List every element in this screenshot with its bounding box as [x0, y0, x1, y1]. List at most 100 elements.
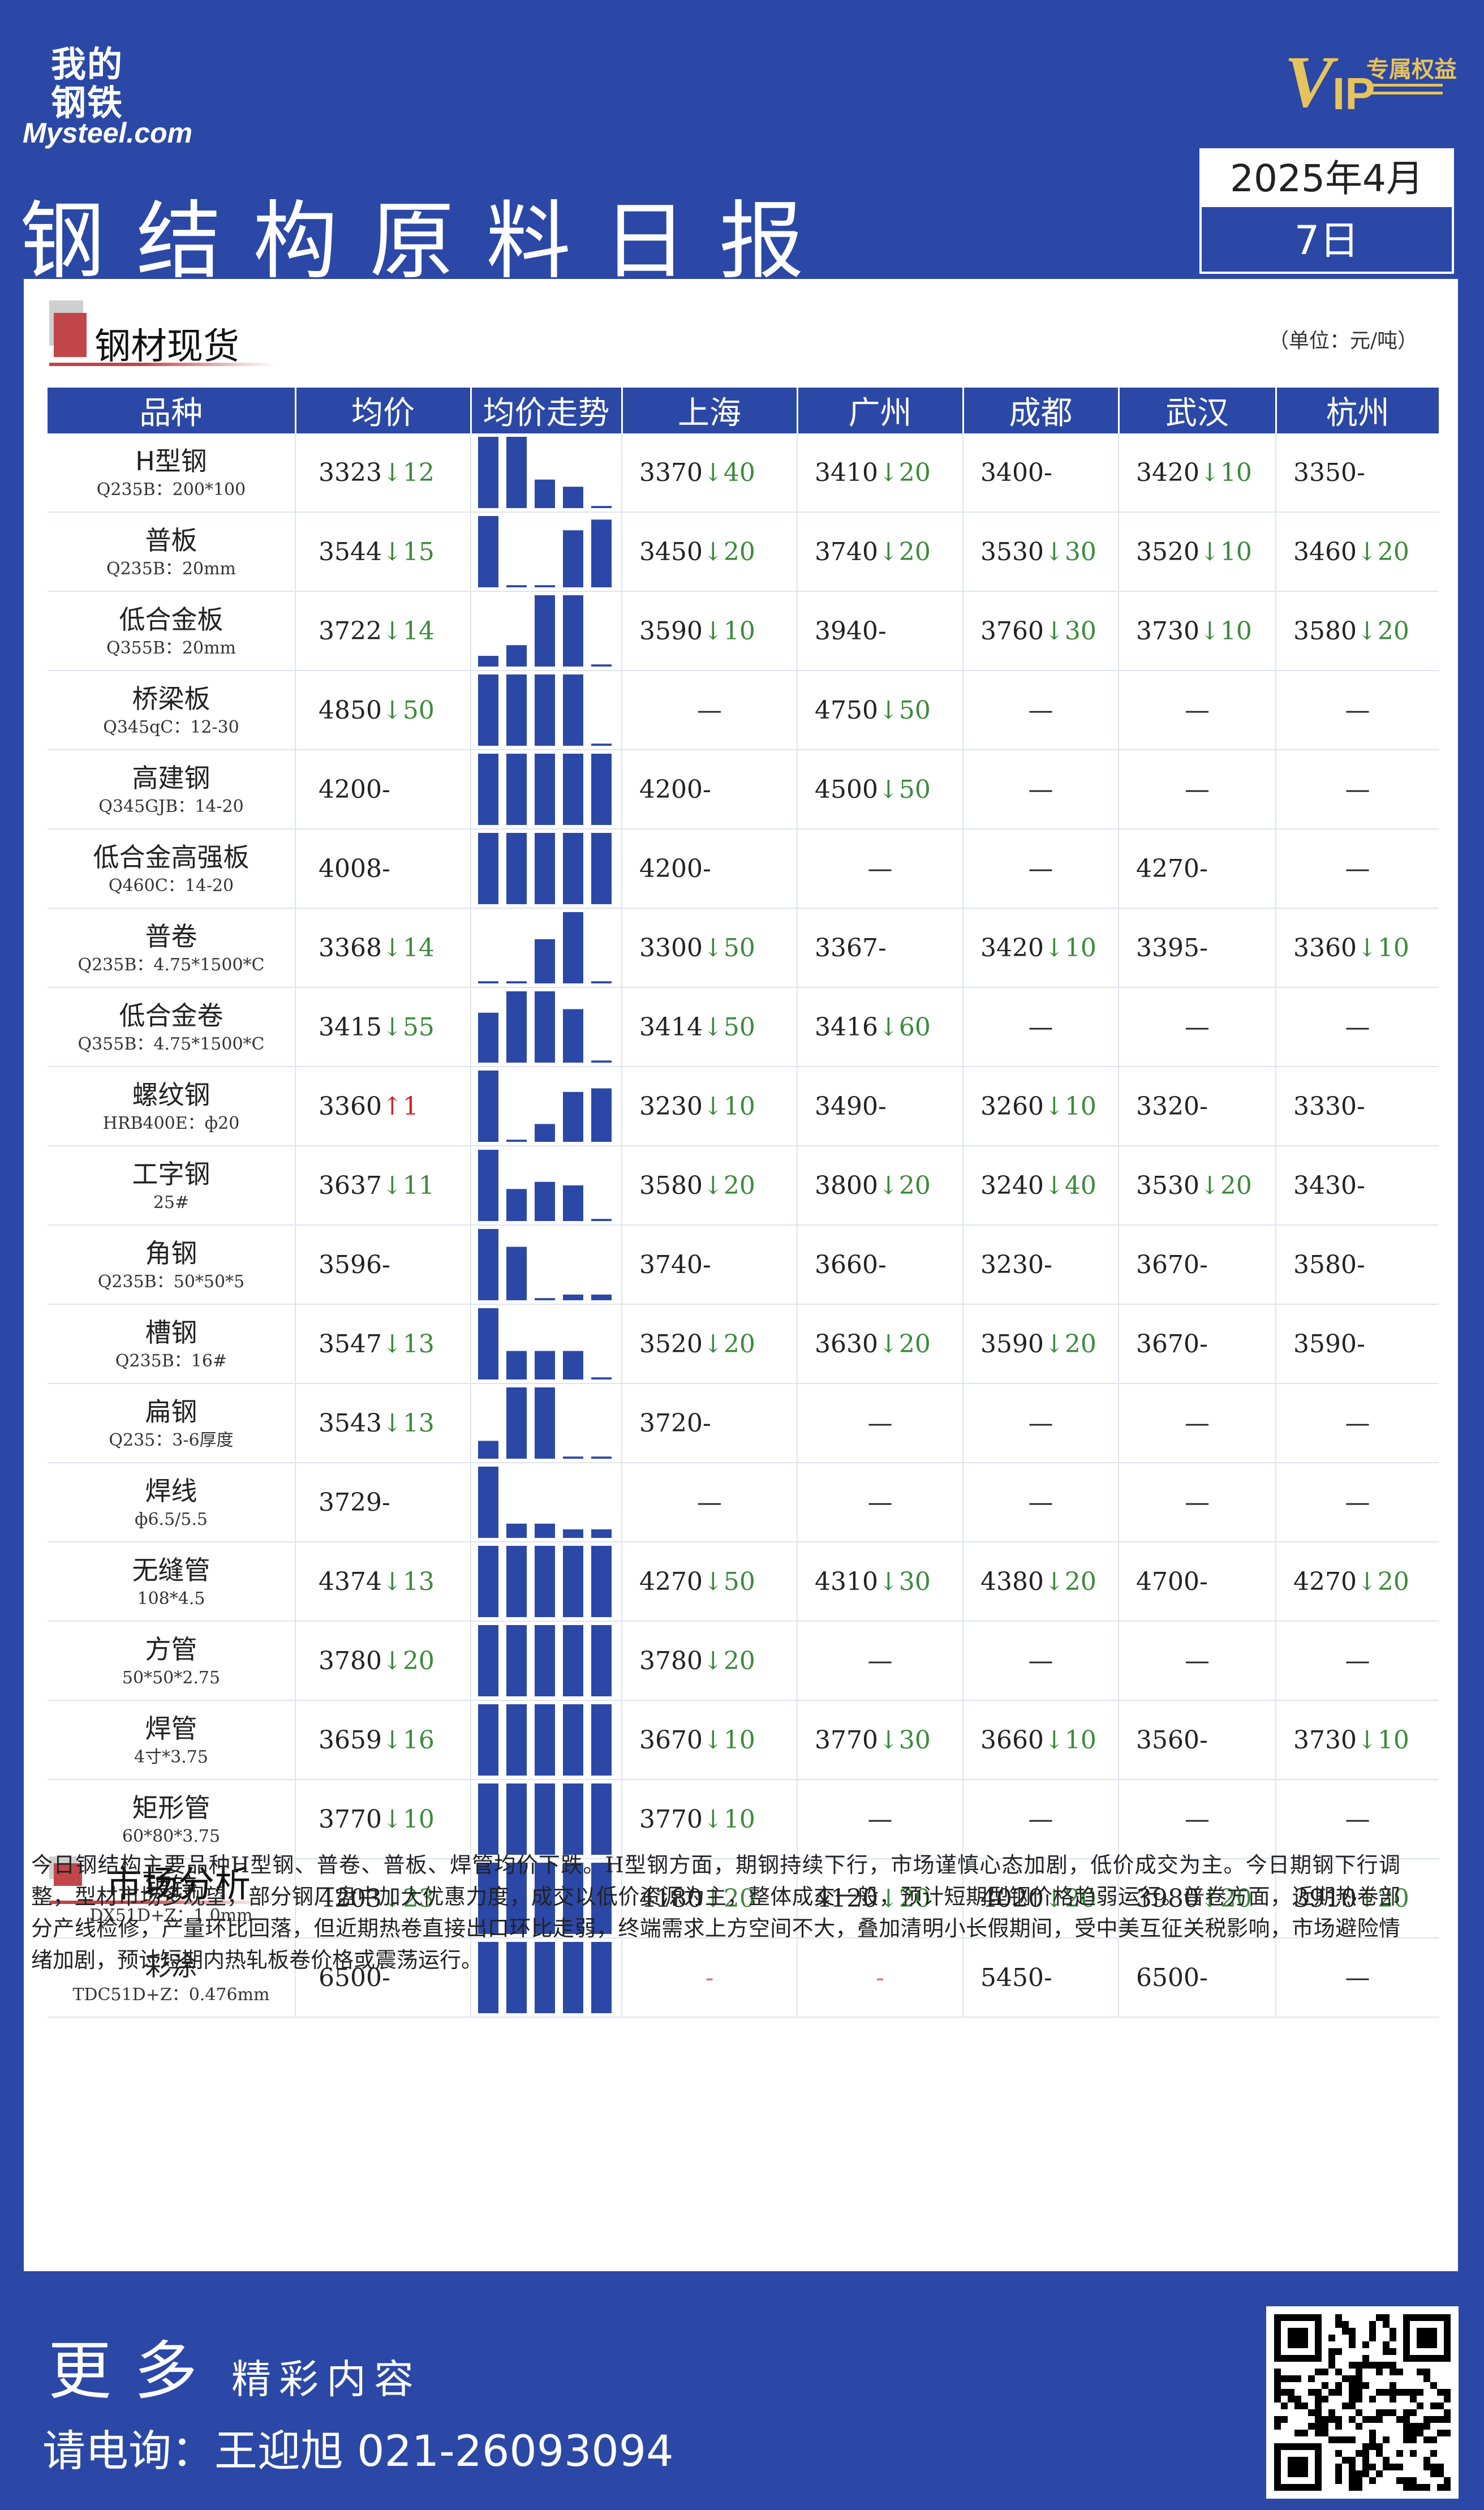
- price-value-group: 4750↓50: [815, 696, 931, 725]
- price-value-group: 3770↓30: [815, 1726, 931, 1755]
- qr-module: [1437, 2402, 1444, 2409]
- qr-module: [1342, 2375, 1349, 2382]
- trend-bar: [563, 1351, 583, 1379]
- price-value: 3630: [815, 1329, 878, 1359]
- price-change: 20: [898, 1329, 931, 1359]
- product-name: 高建钢: [132, 763, 210, 793]
- trend-bar: [535, 1351, 555, 1379]
- trend-bar: [478, 1783, 498, 1855]
- qr-module: [1328, 2348, 1335, 2355]
- qr-module: [1349, 2389, 1356, 2396]
- price-cell-shanghai: 4200-: [622, 750, 798, 829]
- qr-module: [1390, 2369, 1396, 2375]
- price-cell-hangzhou: 3330-: [1276, 1067, 1439, 1146]
- trend-bar: [563, 530, 583, 587]
- trend-bar: [591, 1942, 612, 2013]
- table-header-row: 品种 均价 均价走势 上海 广州 成都 武汉 杭州: [48, 388, 1439, 433]
- price-value-group: 4203↓23: [319, 1884, 435, 1913]
- trend-sparkbar: [478, 1229, 612, 1300]
- qr-module: [1362, 2464, 1369, 2470]
- trend-bar: [478, 1467, 498, 1538]
- qr-module: [1349, 2328, 1356, 2335]
- arrow-down-icon: ↓: [702, 1884, 724, 1913]
- avg-trend-cell: [471, 1463, 622, 1542]
- qr-module: [1342, 2436, 1349, 2443]
- qr-module: [1335, 2321, 1342, 2328]
- avg-trend-cell: [471, 512, 622, 592]
- arrow-down-icon: ↓: [878, 1725, 899, 1755]
- trend-sparkbar: [478, 912, 612, 983]
- price-value-group: 3400-: [980, 458, 1052, 487]
- price-value: 4270: [1136, 854, 1199, 883]
- price-value-group: 3544↓15: [319, 538, 435, 566]
- qr-module: [1315, 2416, 1322, 2423]
- price-value: 3560: [1136, 1725, 1199, 1755]
- arrow-down-icon: ↓: [702, 458, 724, 487]
- arrow-down-icon: ↓: [1356, 1884, 1378, 1913]
- price-cell-wuhan: —: [1119, 671, 1276, 750]
- contact-info[interactable]: 请电询：王迎旭 021-26093094: [42, 2426, 674, 2476]
- date-day: 7日: [1294, 217, 1360, 264]
- price-change: 20: [1377, 1884, 1409, 1913]
- qr-module: [1410, 2396, 1417, 2402]
- price-cell-shanghai: -: [622, 1938, 798, 2018]
- qr-module: [1396, 2450, 1403, 2457]
- product-name: 无缝管: [132, 1555, 210, 1585]
- trend-bar: [591, 1088, 612, 1142]
- qr-module: [1328, 2436, 1335, 2443]
- flat-dash-icon: -: [1356, 1091, 1365, 1121]
- price-value-group: 3580↓20: [1293, 617, 1409, 646]
- price-value-group: 3240↓40: [980, 1171, 1096, 1200]
- qr-module: [1437, 2470, 1444, 2477]
- qr-module: [1356, 2470, 1362, 2477]
- trend-bar: [506, 991, 527, 1063]
- price-value: 3520: [1136, 537, 1199, 566]
- price-change: 10: [1220, 537, 1252, 566]
- trend-sparkbar: [478, 1863, 612, 1934]
- more-small: 精彩内容: [231, 2356, 421, 2402]
- price-value-group: 3530↓30: [980, 538, 1096, 566]
- qr-finder: [1417, 2328, 1437, 2348]
- price-value-group: 3596-: [319, 1250, 390, 1279]
- qr-module: [1362, 2382, 1369, 2389]
- no-data-dash: —: [1345, 775, 1370, 804]
- price-value: 4700: [1136, 1567, 1199, 1596]
- trend-bar: [535, 754, 555, 825]
- no-data-dash: —: [1028, 775, 1053, 804]
- arrow-down-icon: ↓: [878, 458, 899, 487]
- qr-module: [1274, 2375, 1281, 2382]
- qr-module: [1403, 2409, 1410, 2416]
- qr-module: [1362, 2450, 1369, 2457]
- qr-module: [1423, 2369, 1430, 2375]
- qr-module: [1376, 2416, 1383, 2423]
- no-data-dash: —: [1185, 1646, 1210, 1675]
- qr-module: [1390, 2396, 1396, 2402]
- product-cell: 扁钢 Q235：3-6厚度: [48, 1383, 296, 1463]
- price-change: 50: [898, 695, 931, 725]
- avg-trend-cell: [471, 433, 622, 513]
- price-value: 3980: [1136, 1884, 1199, 1913]
- qr-module: [1410, 2436, 1417, 2443]
- qr-code-icon[interactable]: [1266, 2306, 1459, 2499]
- arrow-down-icon: ↓: [1043, 1329, 1065, 1359]
- qr-module: [1315, 2389, 1322, 2396]
- price-value-group: 3670↓10: [639, 1726, 755, 1755]
- section-marker-icon: [54, 1863, 82, 1886]
- trend-bar: [591, 1294, 612, 1300]
- avg-trend-cell: [471, 908, 622, 988]
- avg-trend-cell: [471, 750, 622, 829]
- price-change: 12: [402, 458, 435, 487]
- qr-module: [1308, 2375, 1315, 2382]
- price-value-group: 3260↓10: [980, 1092, 1096, 1121]
- section-marker-icon: [54, 313, 87, 357]
- price-cell-guangzhou: 4310↓30: [797, 1542, 963, 1622]
- price-value: 3300: [639, 933, 703, 962]
- avg-price-cell: 3722↓14: [295, 591, 471, 671]
- price-value-group: 3420↓10: [980, 934, 1096, 962]
- arrow-down-icon: ↓: [1356, 537, 1378, 566]
- arrow-down-icon: ↓: [381, 616, 403, 646]
- more-big: 更多: [48, 2335, 220, 2408]
- qr-module: [1342, 2321, 1349, 2328]
- trend-bar: [478, 1012, 498, 1063]
- trend-bar: [478, 1625, 498, 1696]
